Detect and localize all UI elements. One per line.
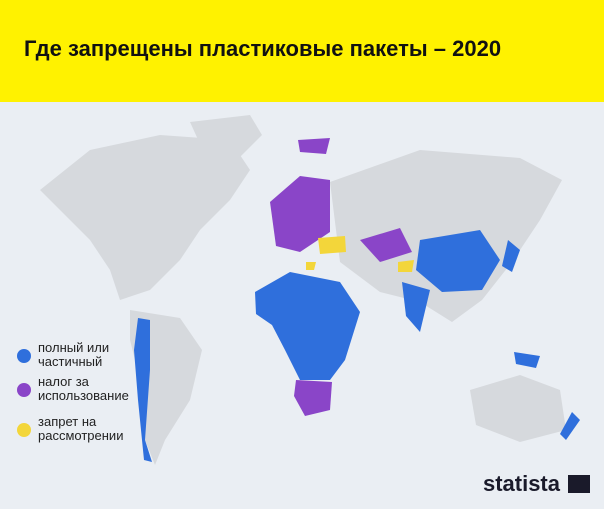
brand-logo [568, 475, 590, 493]
legend-swatch [17, 383, 31, 397]
legend-label: частичный [38, 354, 102, 369]
title: Где запрещены пластиковые пакеты – 2020 [24, 36, 502, 61]
legend-label: налог за [38, 374, 90, 389]
tax-regions [270, 138, 412, 416]
legend-swatch [17, 349, 31, 363]
pending-regions [306, 236, 414, 272]
legend-label: полный или [38, 340, 109, 355]
brand: statista [482, 471, 560, 496]
legend-label: запрет на [38, 414, 97, 429]
legend-label: рассмотрении [38, 428, 123, 443]
ban-regions [134, 230, 580, 462]
legend-swatch [17, 423, 31, 437]
header: Где запрещены пластиковые пакеты – 2020 [0, 0, 604, 102]
legend-label: использование [38, 388, 129, 403]
